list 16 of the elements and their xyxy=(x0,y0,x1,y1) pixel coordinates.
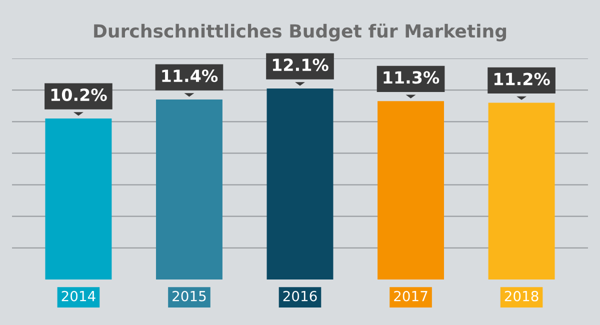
data-label: 10.2% xyxy=(51,88,107,102)
x-tick-label: 2014 xyxy=(62,290,96,302)
x-tick-label: 2015 xyxy=(172,290,206,302)
x-tick-label: 2018 xyxy=(504,290,538,302)
bar xyxy=(45,118,112,280)
x-tick-label: 2016 xyxy=(283,290,317,302)
bar xyxy=(156,100,222,280)
bar xyxy=(378,101,444,280)
data-label: 12.1% xyxy=(272,58,328,72)
data-label: 11.4% xyxy=(162,70,218,82)
x-tick-label: 2017 xyxy=(394,290,428,302)
data-label: 11.2% xyxy=(494,72,550,86)
bar xyxy=(488,102,555,280)
chart-title: Durchschnittliches Budget für Marketing xyxy=(94,24,506,42)
data-label: 11.3% xyxy=(384,71,440,84)
bar xyxy=(266,88,334,280)
